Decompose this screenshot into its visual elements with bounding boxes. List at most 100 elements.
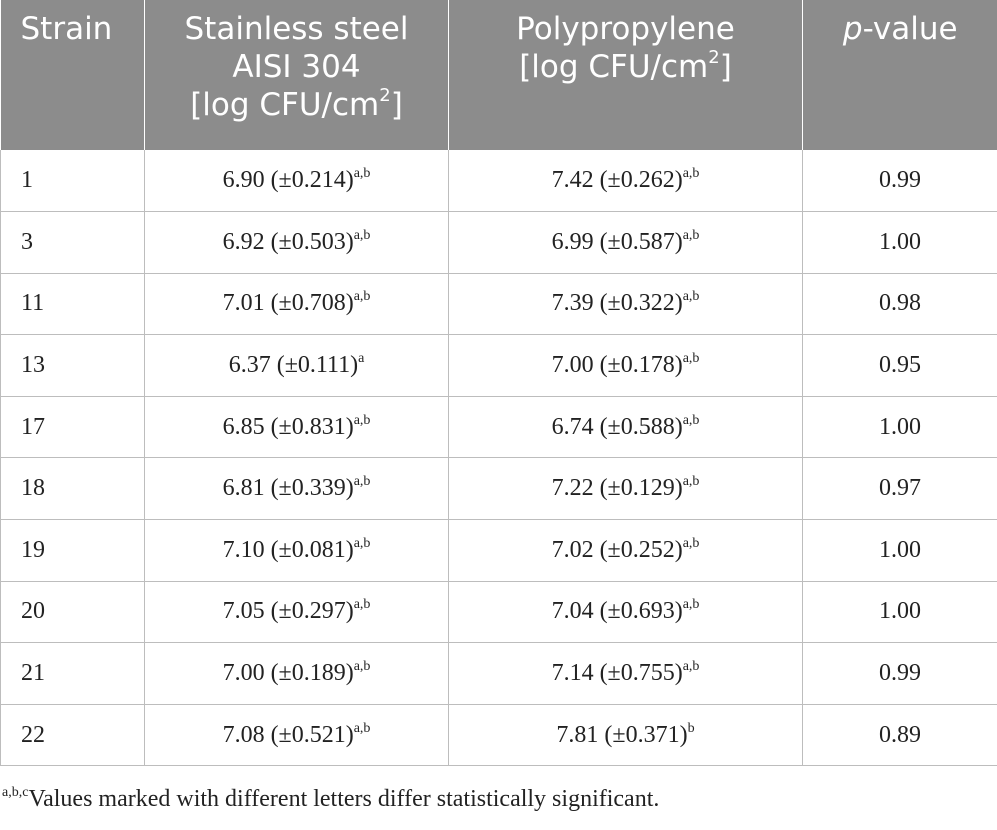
table-row: 13 6.37 (±0.111)a 7.00 (±0.178)a,b 0.95 [0, 334, 997, 397]
cell-stainless-steel-value: 7.01 (±0.708) [222, 290, 354, 317]
cell-stainless-steel: 7.10 (±0.081)a,b [144, 519, 449, 582]
cell-polypropylene-superscript: a,b [682, 412, 700, 428]
cell-p-value-value: 0.99 [879, 167, 921, 194]
cell-polypropylene: 7.00 (±0.178)a,b [448, 334, 803, 397]
cell-polypropylene-superscript: a,b [682, 166, 700, 182]
header-steel-unit-suffix: ] [390, 87, 403, 123]
table-body: 1 6.90 (±0.214)a,b 7.42 (±0.262)a,b 0.99 3 6.… [0, 150, 997, 767]
cell-stainless-steel-value: 6.85 (±0.831) [222, 413, 354, 440]
cell-polypropylene-superscript: a,b [682, 597, 700, 613]
cell-polypropylene-superscript: b [687, 720, 695, 736]
cell-polypropylene: 6.74 (±0.588)a,b [448, 396, 803, 459]
cell-p-value-value: 0.97 [879, 475, 921, 502]
cell-stainless-steel-superscript: a,b [353, 166, 371, 182]
cell-stainless-steel-value: 7.00 (±0.189) [222, 660, 354, 687]
cell-p-value: 0.98 [802, 273, 997, 336]
cell-stainless-steel-superscript: a,b [353, 412, 371, 428]
cell-stainless-steel-value: 6.92 (±0.503) [222, 228, 354, 255]
cell-stainless-steel: 6.92 (±0.503)a,b [144, 211, 449, 274]
cell-polypropylene-value: 6.74 (±0.588) [551, 413, 683, 440]
header-p-value: p-value [802, 0, 997, 150]
cell-p-value-value: 1.00 [879, 228, 921, 255]
cell-strain-value: 21 [21, 660, 45, 687]
cell-stainless-steel: 7.05 (±0.297)a,b [144, 581, 449, 644]
cell-stainless-steel-superscript: a [358, 351, 365, 367]
footnote-marker: a,b,c [2, 785, 29, 800]
cell-strain: 1 [0, 150, 145, 213]
cell-strain-value: 18 [21, 475, 45, 502]
cell-p-value-value: 0.95 [879, 352, 921, 379]
cell-polypropylene-value: 7.39 (±0.322) [551, 290, 683, 317]
cell-strain: 19 [0, 519, 145, 582]
cell-polypropylene-value: 6.99 (±0.587) [551, 228, 683, 255]
cell-p-value-value: 1.00 [879, 413, 921, 440]
header-pp-unit-exp: 2 [708, 47, 720, 68]
table-header: Strain Stainless steel AISI 304 [log CFU… [0, 0, 997, 150]
cell-strain-value: 1 [21, 167, 33, 194]
cell-stainless-steel-superscript: a,b [353, 227, 371, 243]
cell-p-value: 0.97 [802, 457, 997, 521]
table-row: 11 7.01 (±0.708)a,b 7.39 (±0.322)a,b 0.98 [0, 273, 997, 336]
table-row: 22 7.08 (±0.521)a,b 7.81 (±0.371)b 0.89 [0, 704, 997, 767]
cell-strain: 22 [0, 704, 145, 767]
cell-stainless-steel-value: 6.81 (±0.339) [222, 475, 354, 502]
header-steel-unit-exp: 2 [379, 85, 391, 106]
table-row: 3 6.92 (±0.503)a,b 6.99 (±0.587)a,b 1.00 [0, 211, 997, 274]
cell-stainless-steel-superscript: a,b [353, 535, 371, 551]
cell-polypropylene-value: 7.22 (±0.129) [551, 475, 683, 502]
header-pp-unit-suffix: ] [719, 49, 732, 85]
cell-polypropylene: 7.22 (±0.129)a,b [448, 457, 803, 521]
cell-stainless-steel: 6.81 (±0.339)a,b [144, 457, 449, 521]
header-strain-label: Strain [20, 11, 113, 47]
cell-polypropylene: 7.04 (±0.693)a,b [448, 581, 803, 644]
cell-strain: 20 [0, 581, 145, 644]
cell-strain-value: 17 [21, 413, 45, 440]
cell-stainless-steel-superscript: a,b [353, 474, 371, 490]
cell-polypropylene-superscript: a,b [682, 659, 700, 675]
table-footnote: a,b,cValues marked with different letter… [2, 786, 659, 813]
cell-stainless-steel-superscript: a,b [353, 720, 371, 736]
cell-strain: 3 [0, 211, 145, 274]
header-polypropylene: Polypropylene [log CFU/cm2] [448, 0, 803, 150]
header-p-rest: -value [862, 11, 958, 47]
table-row: 20 7.05 (±0.297)a,b 7.04 (±0.693)a,b 1.00 [0, 581, 997, 644]
cell-polypropylene-value: 7.14 (±0.755) [551, 660, 683, 687]
results-table: Strain Stainless steel AISI 304 [log CFU… [0, 0, 997, 767]
cell-stainless-steel: 7.08 (±0.521)a,b [144, 704, 449, 767]
cell-p-value: 1.00 [802, 396, 997, 459]
cell-p-value: 1.00 [802, 519, 997, 582]
header-pp-unit-prefix: [log CFU/cm [519, 49, 709, 85]
cell-polypropylene-value: 7.04 (±0.693) [551, 598, 683, 625]
cell-p-value-value: 0.99 [879, 660, 921, 687]
cell-stainless-steel: 6.90 (±0.214)a,b [144, 150, 449, 213]
cell-p-value: 0.89 [802, 704, 997, 767]
cell-p-value-value: 1.00 [879, 536, 921, 563]
cell-strain: 18 [0, 457, 145, 521]
cell-stainless-steel-value: 7.08 (±0.521) [222, 721, 354, 748]
cell-p-value: 1.00 [802, 211, 997, 274]
cell-strain: 11 [0, 273, 145, 336]
cell-p-value-value: 1.00 [879, 598, 921, 625]
table-row: 19 7.10 (±0.081)a,b 7.02 (±0.252)a,b 1.00 [0, 519, 997, 582]
cell-strain-value: 20 [21, 598, 45, 625]
cell-stainless-steel-superscript: a,b [353, 597, 371, 613]
cell-stainless-steel-superscript: a,b [353, 659, 371, 675]
cell-strain-value: 19 [21, 536, 45, 563]
cell-strain-value: 13 [21, 352, 45, 379]
header-row: Strain Stainless steel AISI 304 [log CFU… [0, 0, 997, 150]
cell-p-value-value: 0.89 [879, 721, 921, 748]
cell-strain: 13 [0, 334, 145, 397]
cell-polypropylene: 7.14 (±0.755)a,b [448, 642, 803, 705]
header-pp-line1: Polypropylene [516, 11, 735, 47]
cell-polypropylene-superscript: a,b [682, 535, 700, 551]
cell-polypropylene-superscript: a,b [682, 474, 700, 490]
cell-polypropylene-value: 7.81 (±0.371) [556, 721, 688, 748]
cell-p-value: 0.99 [802, 642, 997, 705]
cell-stainless-steel: 7.01 (±0.708)a,b [144, 273, 449, 336]
cell-strain-value: 11 [21, 290, 45, 317]
cell-stainless-steel-value: 7.05 (±0.297) [222, 598, 354, 625]
cell-stainless-steel-value: 7.10 (±0.081) [222, 536, 354, 563]
cell-polypropylene-superscript: a,b [682, 227, 700, 243]
table-row: 1 6.90 (±0.214)a,b 7.42 (±0.262)a,b 0.99 [0, 150, 997, 213]
cell-polypropylene-superscript: a,b [682, 351, 700, 367]
